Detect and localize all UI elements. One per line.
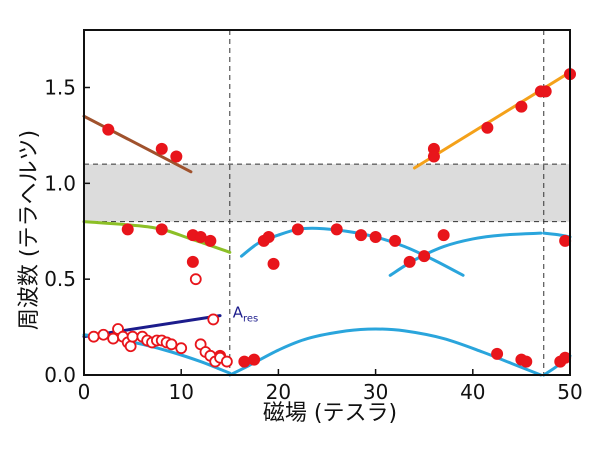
data-point-filled	[248, 353, 261, 366]
data-point-filled	[102, 123, 115, 136]
data-point-hollow	[124, 340, 137, 353]
data-point-filled	[418, 250, 431, 263]
x-tick-label: 30	[363, 380, 388, 404]
data-point-filled	[437, 229, 450, 242]
data-point-filled	[481, 121, 494, 134]
y-axis-ticks: 0.0 0.5 1.0 1.5	[44, 76, 90, 387]
data-point-filled	[491, 347, 504, 360]
data-point-filled	[520, 355, 533, 368]
guide-lines-layer	[84, 30, 570, 375]
data-point-filled	[267, 257, 280, 270]
y-tick-label: 1.5	[44, 76, 76, 100]
data-point-filled	[559, 351, 572, 364]
annotation-label: Ares	[233, 304, 259, 325]
x-tick-label: 40	[460, 380, 485, 404]
x-tick-label: 0	[78, 380, 91, 404]
data-point-filled	[186, 255, 199, 268]
data-point-filled	[204, 234, 217, 247]
x-tick-label: 50	[557, 380, 582, 404]
fit-line	[82, 114, 193, 174]
y-axis-title: 周波数 (テラヘルツ)	[17, 130, 42, 330]
data-point-hollow	[97, 328, 110, 341]
data-point-filled	[539, 85, 552, 98]
y-tick-label: 0.5	[44, 267, 76, 291]
data-point-filled	[238, 355, 251, 368]
gap-band-layer	[84, 164, 570, 222]
y-tick-label: 1.0	[44, 171, 76, 195]
fit-line	[388, 231, 543, 277]
x-axis-title: 磁場 (テスラ)	[263, 401, 397, 426]
data-point-hollow	[220, 355, 233, 368]
data-point-filled	[355, 229, 368, 242]
data-point-filled	[291, 223, 304, 236]
plot-frame	[83, 29, 571, 376]
data-points-layer	[87, 68, 576, 368]
x-tick-label: 10	[168, 380, 193, 404]
fit-lines-layer	[82, 70, 572, 377]
data-point-hollow	[107, 332, 120, 345]
data-point-filled	[330, 223, 343, 236]
data-point-hollow	[87, 330, 100, 343]
data-point-hollow	[175, 342, 188, 355]
data-point-hollow	[126, 330, 139, 343]
data-point-filled	[369, 231, 382, 243]
data-point-filled	[155, 223, 168, 236]
data-point-hollow	[189, 273, 202, 286]
data-point-filled	[170, 150, 183, 163]
annotation-subscript: res	[243, 314, 258, 325]
data-point-filled	[515, 100, 528, 113]
data-point-filled	[121, 223, 134, 236]
data-point-filled	[403, 255, 416, 268]
data-point-filled	[427, 150, 440, 163]
data-point-hollow	[207, 313, 220, 326]
data-point-filled	[559, 234, 572, 247]
annotation-main: A	[233, 304, 244, 322]
gap-band	[84, 164, 570, 222]
data-point-hollow	[165, 338, 178, 351]
data-point-filled	[262, 231, 275, 243]
data-point-filled	[155, 142, 168, 155]
x-tick-label: 20	[266, 380, 291, 404]
x-axis-ticks: 0 10 20 30 40 50	[78, 369, 583, 404]
data-point-filled	[389, 234, 402, 247]
y-tick-label: 0.0	[44, 363, 76, 387]
